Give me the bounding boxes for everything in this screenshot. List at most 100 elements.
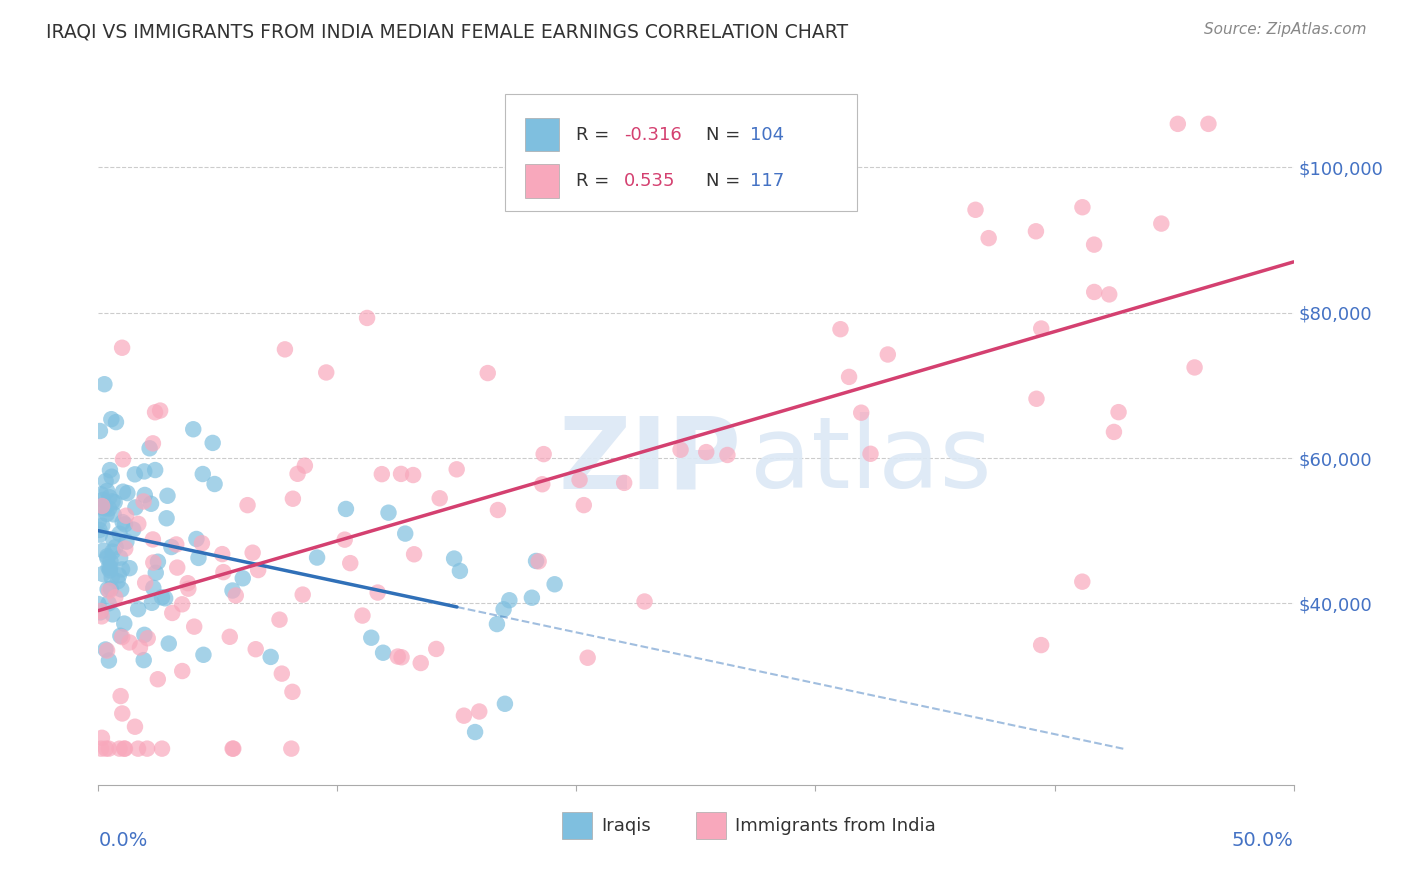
Text: ZIP: ZIP: [558, 412, 741, 509]
Text: 0.535: 0.535: [624, 172, 676, 190]
Point: [91, 499, 114, 513]
Point: [165, 537, 187, 551]
Point: [356, 310, 378, 325]
Point: [114, 741, 136, 756]
Point: [132, 494, 155, 508]
Point: [91, 518, 114, 533]
Point: [98, 583, 121, 598]
Point: [134, 488, 156, 502]
Point: [91, 492, 114, 507]
Point: [143, 463, 166, 477]
Point: [270, 666, 292, 681]
Point: [107, 574, 129, 589]
Text: 0.0%: 0.0%: [98, 830, 148, 850]
Point: [1025, 224, 1047, 238]
Point: [118, 561, 141, 575]
Point: [89, 523, 111, 537]
Point: [572, 498, 595, 512]
Point: [111, 452, 134, 467]
Point: [93, 543, 115, 558]
Point: [97, 654, 120, 668]
Point: [150, 741, 173, 756]
Point: [531, 477, 554, 491]
Point: [274, 343, 297, 357]
Point: [111, 484, 134, 499]
Point: [90, 741, 112, 756]
Point: [114, 517, 136, 532]
Text: 104: 104: [749, 126, 785, 144]
Point: [115, 534, 138, 549]
Point: [333, 533, 356, 547]
Point: [96, 643, 118, 657]
Point: [477, 366, 499, 380]
Point: [287, 467, 309, 481]
Point: [129, 640, 152, 655]
Point: [543, 577, 565, 591]
Point: [114, 541, 136, 556]
Point: [186, 532, 208, 546]
Point: [100, 582, 122, 596]
Point: [136, 741, 159, 756]
Point: [187, 550, 209, 565]
Point: [104, 591, 127, 605]
Point: [211, 547, 233, 561]
Point: [166, 560, 188, 574]
Point: [146, 555, 169, 569]
Point: [93, 377, 115, 392]
Point: [1197, 117, 1219, 131]
Point: [111, 706, 134, 721]
Point: [139, 497, 162, 511]
Point: [142, 533, 165, 547]
Text: 117: 117: [749, 172, 785, 190]
Point: [404, 547, 426, 561]
Point: [112, 741, 135, 756]
Point: [111, 562, 134, 576]
Point: [394, 526, 416, 541]
Point: [90, 609, 112, 624]
Point: [142, 436, 165, 450]
Point: [281, 491, 304, 506]
Point: [98, 501, 121, 516]
Bar: [696, 812, 725, 838]
Point: [221, 583, 243, 598]
Point: [669, 442, 692, 457]
Bar: [524, 118, 558, 152]
Point: [498, 593, 520, 607]
Bar: [524, 164, 558, 198]
Point: [520, 591, 543, 605]
Point: [409, 656, 432, 670]
Point: [247, 563, 270, 577]
Point: [1031, 321, 1053, 335]
Point: [315, 366, 337, 380]
Point: [103, 532, 125, 546]
Point: [291, 588, 314, 602]
Text: N =: N =: [706, 172, 745, 190]
Point: [110, 582, 132, 597]
Point: [485, 617, 508, 632]
Point: [89, 606, 111, 620]
Point: [96, 507, 118, 521]
Point: [193, 648, 215, 662]
Point: [134, 464, 156, 478]
Point: [104, 415, 127, 429]
Point: [281, 685, 304, 699]
Point: [177, 582, 200, 596]
Point: [110, 689, 132, 703]
Point: [468, 705, 491, 719]
Point: [367, 585, 389, 599]
Point: [97, 741, 120, 756]
Point: [533, 447, 555, 461]
Point: [110, 629, 132, 643]
Point: [90, 487, 112, 501]
Point: [222, 741, 245, 756]
Point: [876, 347, 898, 361]
Point: [96, 551, 118, 566]
Point: [112, 616, 135, 631]
Point: [965, 202, 987, 217]
Point: [103, 508, 125, 522]
Point: [143, 405, 166, 419]
Point: [1071, 200, 1094, 214]
Point: [204, 477, 226, 491]
Point: [157, 636, 180, 650]
Point: [145, 566, 167, 580]
